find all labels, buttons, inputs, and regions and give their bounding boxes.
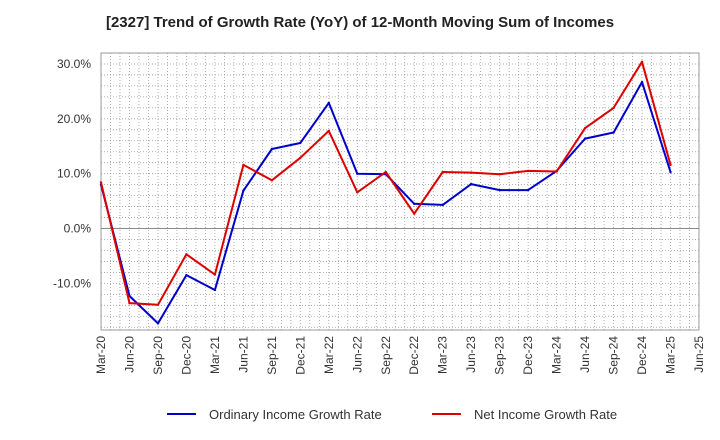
x-tick-label: Sep-23: [493, 336, 507, 375]
x-tick-label: Jun-22: [350, 336, 364, 373]
data-point: [583, 126, 587, 130]
data-point: [213, 273, 217, 276]
x-tick-label: Sep-21: [265, 336, 279, 375]
chart-title: [2327] Trend of Growth Rate (YoY) of 12-…: [105, 14, 615, 31]
data-point: [413, 202, 416, 206]
data-point: [128, 301, 131, 305]
x-tick-label: Sep-24: [607, 336, 621, 375]
data-point: [498, 188, 501, 192]
x-tick-label: Mar-24: [550, 336, 564, 374]
x-tick-label: Dec-21: [293, 336, 307, 375]
x-tick-label: Dec-23: [521, 336, 535, 375]
data-point: [640, 60, 644, 63]
data-point: [441, 203, 444, 207]
x-tick-label: Jun-20: [122, 336, 136, 373]
data-point: [299, 156, 302, 159]
x-tick-label: Jun-24: [578, 336, 592, 373]
data-point: [270, 147, 274, 151]
data-point: [498, 173, 501, 176]
y-tick-label: 20.0%: [57, 112, 91, 126]
legend-label: Ordinary Income Growth Rate: [209, 407, 382, 422]
data-point: [555, 170, 558, 173]
x-tick-label: Dec-24: [635, 336, 649, 375]
x-tick-label: Mar-22: [322, 336, 336, 374]
x-tick-label: Mar-25: [664, 336, 678, 374]
data-point: [469, 171, 473, 174]
data-point: [669, 163, 672, 167]
data-point: [413, 212, 416, 215]
data-point: [185, 253, 188, 256]
data-point: [185, 273, 188, 277]
data-point: [213, 288, 217, 292]
data-point: [270, 179, 274, 182]
data-point: [356, 172, 359, 175]
x-tick-label: Mar-23: [436, 336, 450, 374]
x-tick-label: Sep-22: [379, 336, 393, 375]
data-point: [469, 182, 473, 186]
x-tick-label: Jun-21: [236, 336, 250, 373]
data-point: [640, 80, 644, 84]
data-point: [526, 169, 530, 173]
x-tick-label: Mar-20: [94, 336, 108, 374]
x-tick-label: Jun-23: [464, 336, 478, 373]
data-point: [299, 141, 302, 145]
data-point: [384, 170, 387, 174]
data-point: [99, 181, 103, 184]
y-tick-label: 10.0%: [57, 167, 91, 181]
data-point: [441, 170, 444, 174]
data-point: [242, 163, 245, 167]
data-point: [156, 303, 160, 306]
x-tick-label: Mar-21: [208, 336, 222, 374]
y-tick-label: -10.0%: [53, 276, 91, 290]
data-point: [612, 131, 615, 134]
data-point: [356, 191, 359, 194]
data-point: [669, 170, 672, 174]
legend-label: Net Income Growth Rate: [474, 407, 617, 422]
data-point: [156, 322, 160, 325]
data-point: [327, 101, 331, 105]
y-tick-label: 30.0%: [57, 57, 91, 71]
x-tick-label: Jun-25: [692, 336, 706, 373]
data-point: [242, 189, 245, 192]
y-tick-label: 0.0%: [64, 222, 92, 236]
x-tick-label: Dec-20: [179, 336, 193, 375]
x-tick-label: Sep-20: [151, 336, 165, 375]
data-point: [612, 106, 615, 110]
data-point: [327, 129, 331, 133]
data-point: [526, 188, 530, 192]
x-tick-label: Dec-22: [407, 336, 421, 375]
data-point: [583, 137, 587, 140]
